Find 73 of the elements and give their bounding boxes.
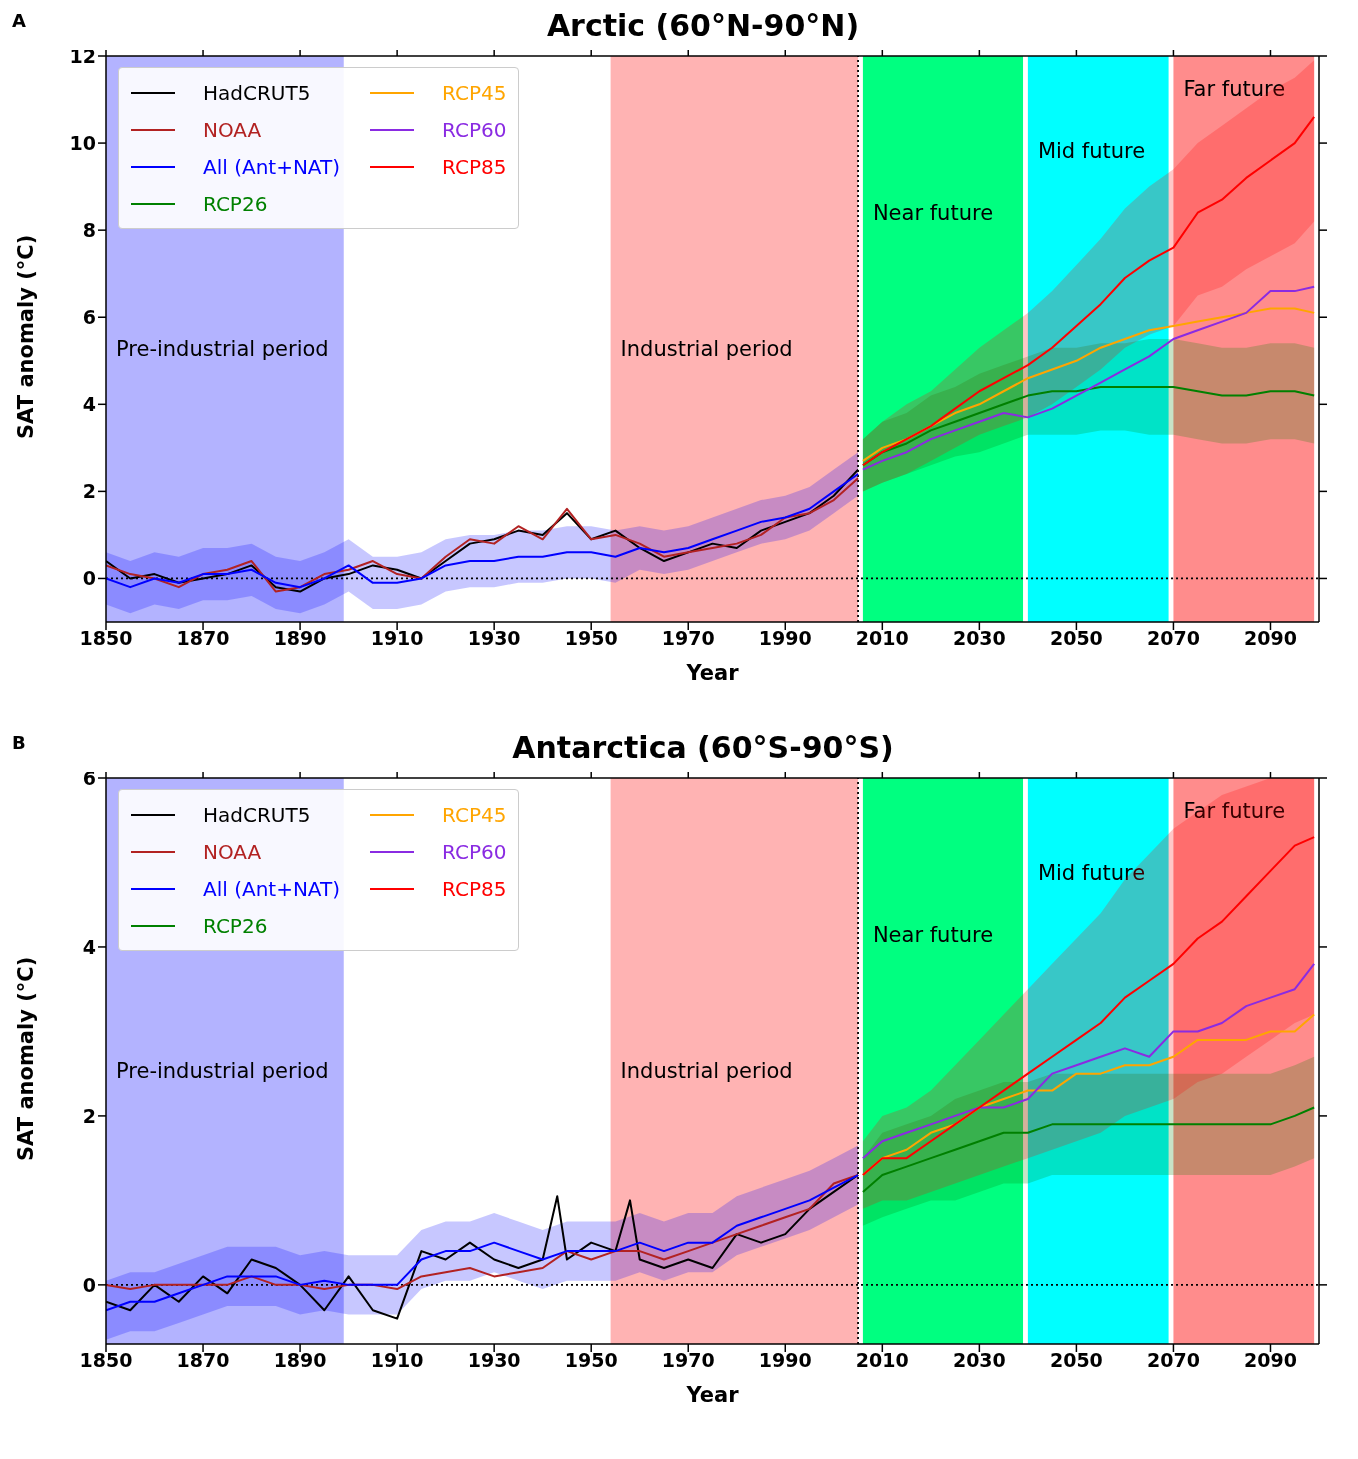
legend-label: RCP85 bbox=[442, 154, 507, 179]
chart-title: Arctic (60°N-90°N) bbox=[546, 8, 860, 43]
y-tick-label: 6 bbox=[82, 305, 96, 328]
x-tick-label: 1890 bbox=[273, 1349, 327, 1372]
band-label: Far future bbox=[1183, 798, 1286, 823]
x-axis-title: Year bbox=[685, 1383, 740, 1407]
x-tick-label: 1930 bbox=[467, 1349, 521, 1372]
y-axis-title: SAT anomaly (°C) bbox=[14, 956, 39, 1161]
legend-label: NOAA bbox=[203, 117, 262, 142]
x-tick-label: 2070 bbox=[1146, 1349, 1200, 1372]
x-tick-label: 2030 bbox=[952, 627, 1006, 650]
y-tick-label: 2 bbox=[82, 1104, 96, 1127]
x-tick-label: 2050 bbox=[1049, 627, 1103, 650]
line-series bbox=[861, 115, 1316, 467]
x-tick-label: 1950 bbox=[564, 1349, 618, 1372]
x-tick-label: 1990 bbox=[758, 1349, 812, 1372]
x-tick-label: 1910 bbox=[370, 627, 424, 650]
band-label: Industrial period bbox=[620, 337, 793, 362]
x-tick-label: 1970 bbox=[661, 627, 715, 650]
legend-label: All (Ant+NAT) bbox=[203, 876, 341, 901]
x-tick-label: 2010 bbox=[855, 627, 909, 650]
x-tick-label: 2030 bbox=[952, 1349, 1006, 1372]
legend-label: RCP26 bbox=[203, 191, 268, 216]
band-label: Mid future bbox=[1037, 139, 1146, 164]
legend-label: RCP26 bbox=[203, 913, 268, 938]
legend-label: RCP45 bbox=[442, 802, 507, 827]
legend-label: HadCRUT5 bbox=[203, 80, 311, 105]
y-tick-label: 4 bbox=[82, 393, 96, 416]
y-tick-label: 0 bbox=[82, 1273, 96, 1296]
legend-label: RCP85 bbox=[442, 876, 507, 901]
band-label: Near future bbox=[872, 201, 994, 226]
band-label: Far future bbox=[1183, 76, 1286, 101]
line-series bbox=[861, 285, 1316, 471]
legend-label: NOAA bbox=[203, 839, 262, 864]
x-tick-label: 1850 bbox=[79, 1349, 133, 1372]
line-series bbox=[861, 1106, 1316, 1193]
y-tick-label: 10 bbox=[69, 131, 96, 154]
legend-label: RCP60 bbox=[442, 839, 507, 864]
x-tick-label: 2070 bbox=[1146, 627, 1200, 650]
chart-title: Antarctica (60°S-90°S) bbox=[512, 730, 894, 765]
x-tick-label: 1950 bbox=[564, 627, 618, 650]
x-tick-label: 1970 bbox=[661, 1349, 715, 1372]
line-series bbox=[861, 307, 1316, 462]
line-series bbox=[861, 962, 1316, 1160]
x-tick-label: 1990 bbox=[758, 627, 812, 650]
x-tick-label: 1890 bbox=[273, 627, 327, 650]
band-label: Mid future bbox=[1037, 861, 1146, 886]
y-tick-label: 8 bbox=[82, 218, 96, 241]
band-label: Pre-industrial period bbox=[116, 337, 329, 362]
x-tick-label: 1930 bbox=[467, 627, 521, 650]
x-tick-label: 2010 bbox=[855, 1349, 909, 1372]
y-axis-title: SAT anomaly (°C) bbox=[14, 234, 39, 439]
x-axis-title: Year bbox=[685, 661, 740, 685]
legend-label: All (Ant+NAT) bbox=[203, 154, 341, 179]
band-label: Industrial period bbox=[620, 1059, 793, 1084]
text: A bbox=[12, 10, 26, 31]
text: B bbox=[12, 732, 26, 753]
x-tick-label: 2090 bbox=[1244, 627, 1297, 650]
x-tick-label: 1870 bbox=[176, 627, 230, 650]
legend-label: RCP45 bbox=[442, 80, 507, 105]
y-tick-label: 0 bbox=[82, 567, 96, 590]
band-label: Pre-industrial period bbox=[116, 1059, 329, 1084]
y-tick-label: 2 bbox=[82, 480, 96, 503]
band-label: Near future bbox=[872, 923, 994, 948]
x-tick-label: 2050 bbox=[1049, 1349, 1103, 1372]
x-tick-label: 2090 bbox=[1244, 1349, 1297, 1372]
x-tick-label: 1870 bbox=[176, 1349, 230, 1372]
y-tick-label: 4 bbox=[82, 935, 96, 958]
legend-label: HadCRUT5 bbox=[203, 802, 311, 827]
legend-label: RCP60 bbox=[442, 117, 507, 142]
x-tick-label: 1850 bbox=[79, 627, 133, 650]
x-tick-label: 1910 bbox=[370, 1349, 424, 1372]
line-series bbox=[861, 836, 1316, 1177]
